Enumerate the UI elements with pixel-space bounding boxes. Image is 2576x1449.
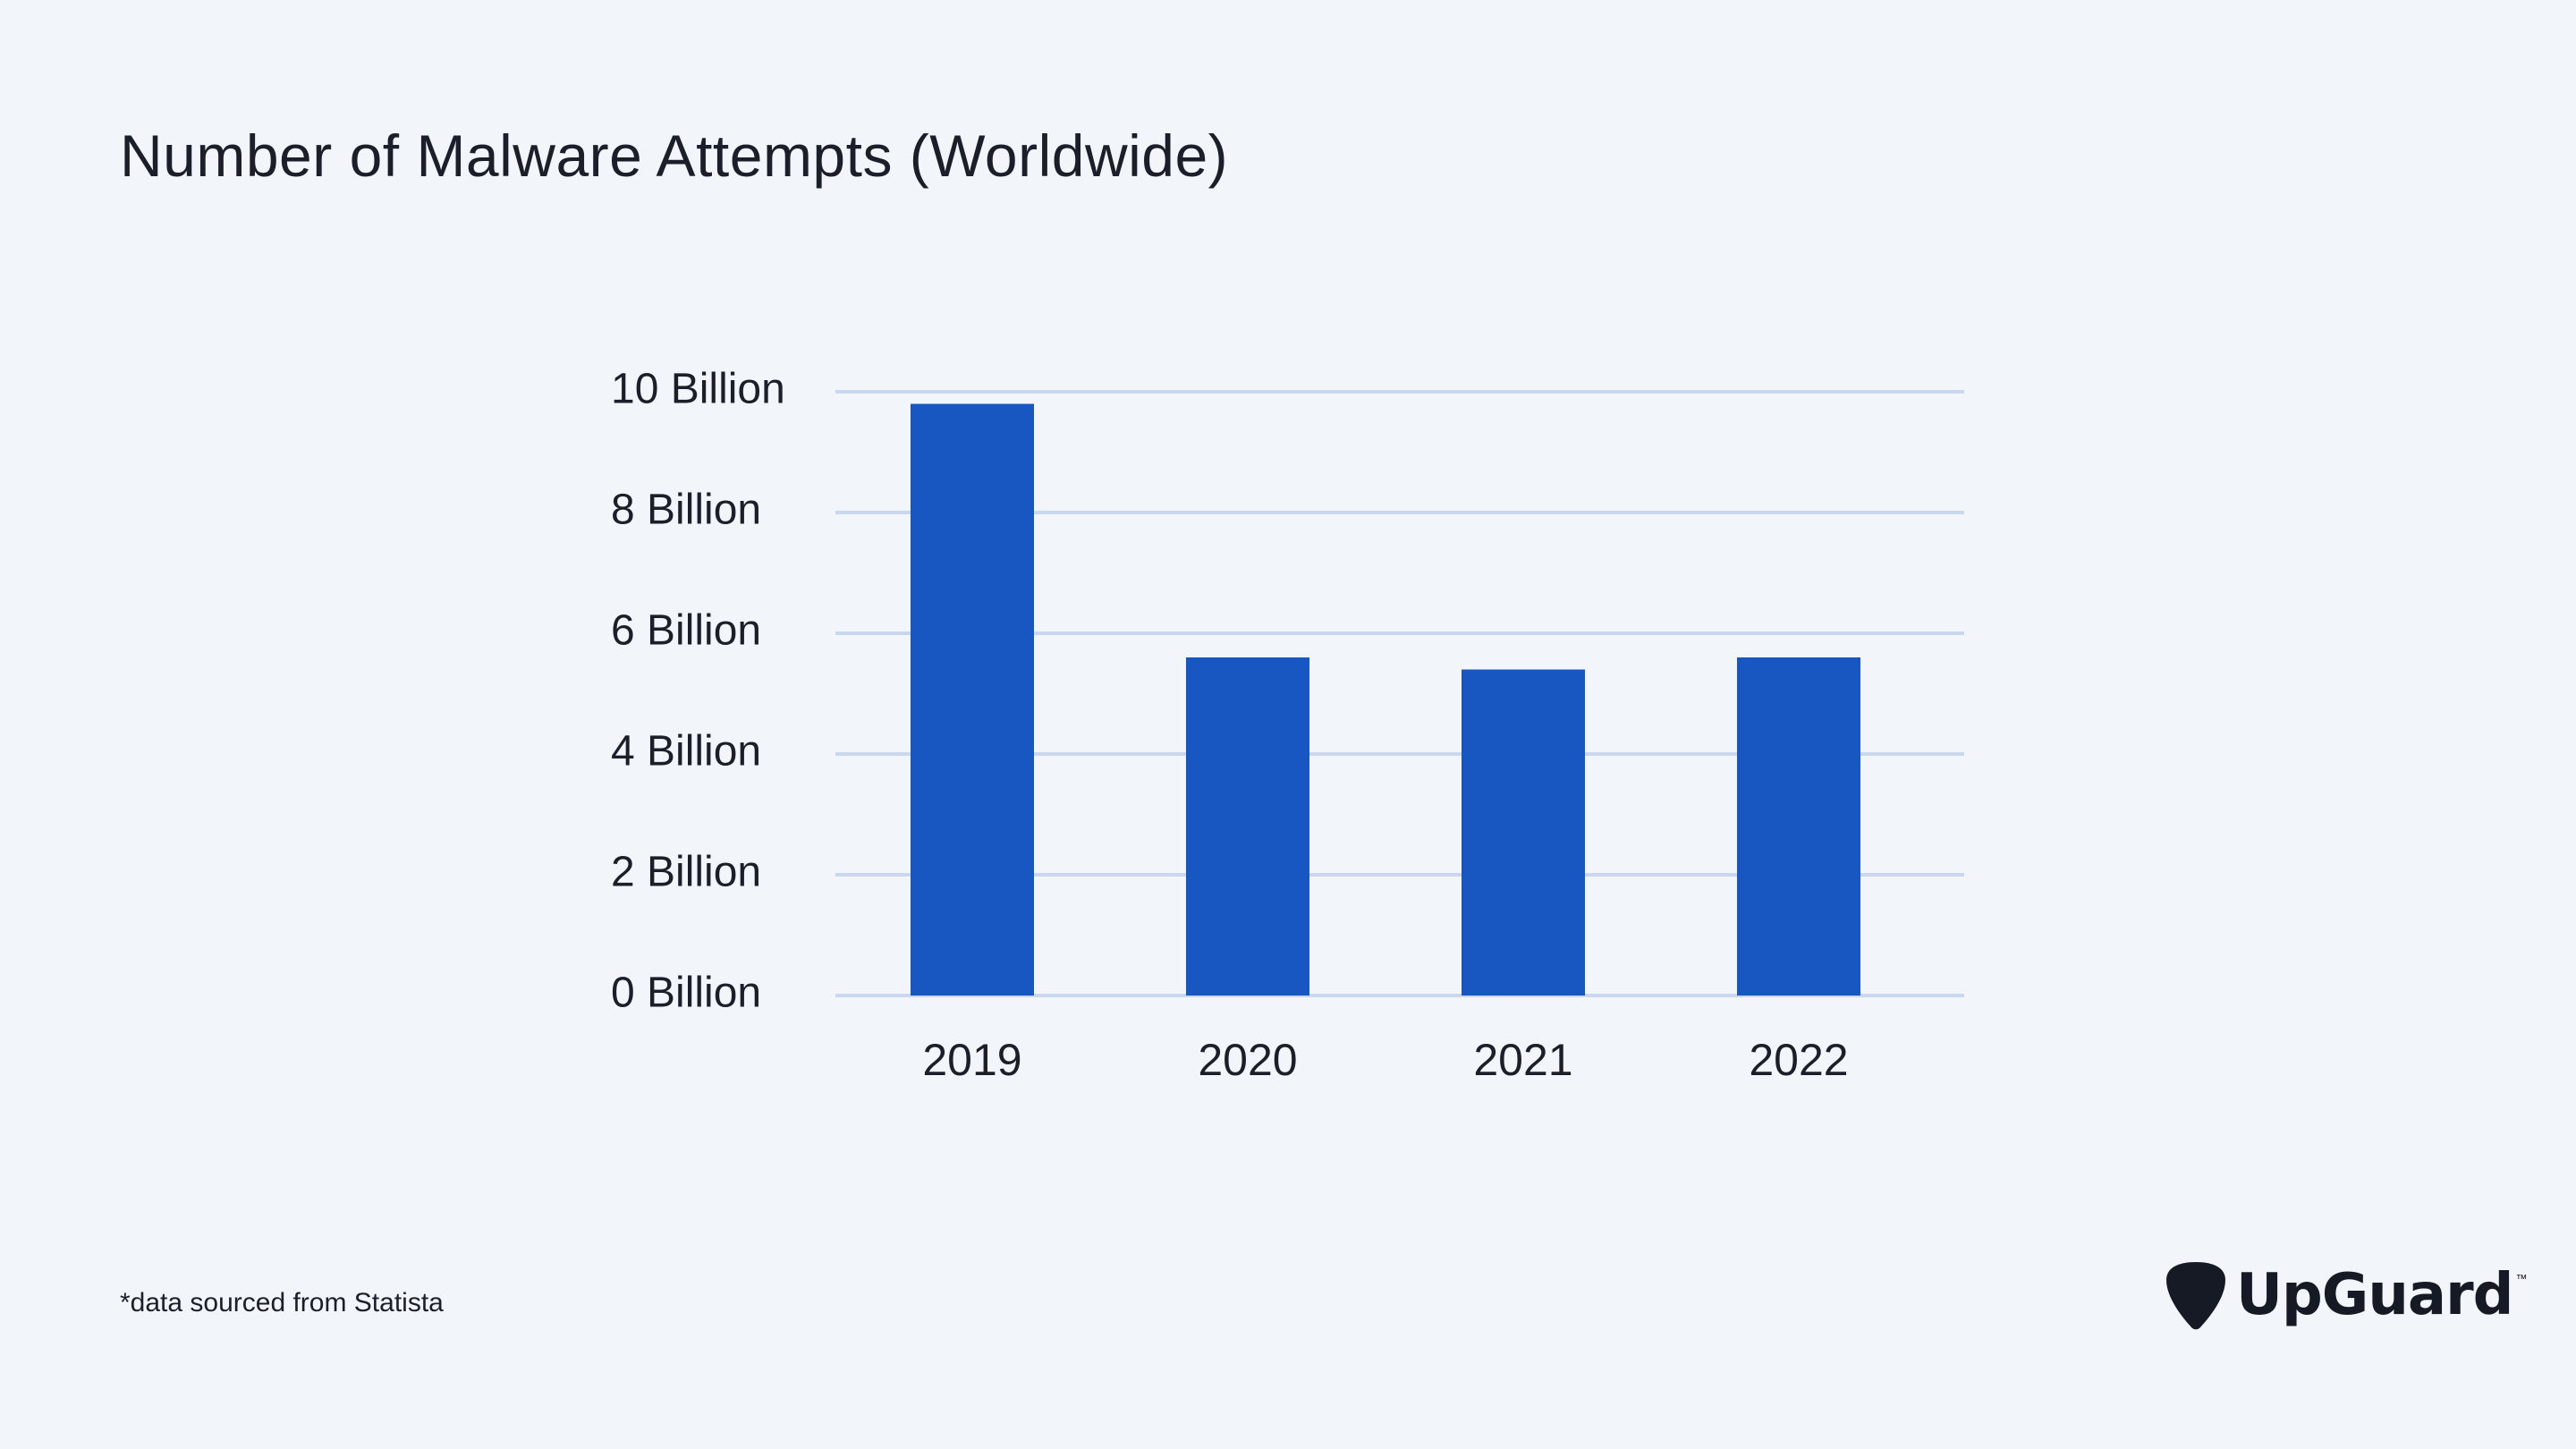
y-tick-label: 2 Billion: [611, 849, 761, 896]
bars: [911, 403, 1860, 996]
guitar-pick-logo-icon: [2166, 1262, 2225, 1330]
x-axis-tick-labels: 2019 2020 2021 2022: [922, 1035, 1848, 1085]
x-tick-label: 2022: [1749, 1035, 1848, 1085]
chart-title: Number of Malware Attempts (Worldwide): [120, 123, 1229, 189]
y-tick-label: 4 Billion: [611, 728, 761, 775]
source-footnote: *data sourced from Statista: [120, 1288, 444, 1318]
y-axis-tick-labels: 0 Billion 2 Billion 4 Billion 6 Billion 8 Bi…: [611, 366, 785, 1017]
bar-2022: [1737, 657, 1860, 996]
bar-2019: [911, 403, 1034, 996]
brand-logo: UpGuard ™: [2165, 1259, 2527, 1331]
trademark-symbol: ™: [2515, 1272, 2528, 1285]
y-tick-label: 10 Billion: [611, 366, 785, 413]
bar-2020: [1186, 657, 1309, 996]
x-tick-label: 2019: [922, 1035, 1021, 1085]
bar-2021: [1462, 669, 1585, 996]
x-tick-label: 2020: [1198, 1035, 1297, 1085]
x-tick-label: 2021: [1473, 1035, 1572, 1085]
y-tick-label: 8 Billion: [611, 487, 761, 534]
y-tick-label: 6 Billion: [611, 607, 761, 655]
brand-name: UpGuard: [2236, 1262, 2513, 1328]
y-tick-label: 0 Billion: [611, 970, 761, 1017]
